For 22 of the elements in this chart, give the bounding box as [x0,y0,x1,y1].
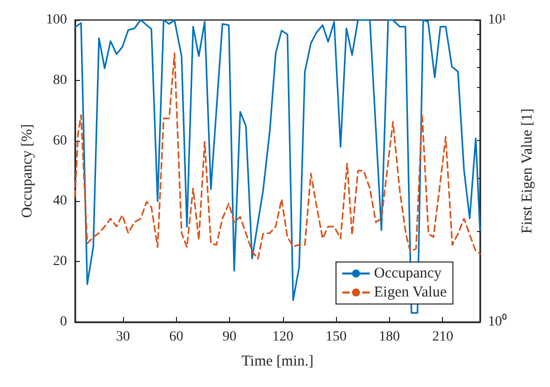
y-tick-label: 60 [53,133,67,148]
y-axis-title: Occupancy [%] [20,124,36,218]
x-tick-label: 180 [378,330,400,344]
x-tick-label: 120 [272,330,294,344]
line-series [74,19,481,314]
y2-tick-label: 10⁰ [488,314,507,330]
x-tick-label: 90 [222,330,237,344]
x-tick-label: 60 [169,330,184,344]
y2-axis-title: First Eigen Value [1] [520,108,536,234]
y-tick-label: 0 [60,314,67,330]
y2-tick-label: 10¹ [488,12,506,28]
x-tick-label: 150 [326,330,347,344]
x-tick-label: 30 [116,330,130,344]
x-tick-label: 210 [432,330,454,344]
x-axis-title: Time [min.] [242,354,314,370]
legend-label: Eigen Value [374,284,447,300]
line-series [74,52,481,260]
y-tick-label: 40 [53,194,67,209]
legend-label: Occupancy [374,266,442,282]
y-tick-label: 100 [46,12,67,28]
y-tick-label: 80 [53,72,67,88]
y-tick-label: 20 [53,254,67,270]
